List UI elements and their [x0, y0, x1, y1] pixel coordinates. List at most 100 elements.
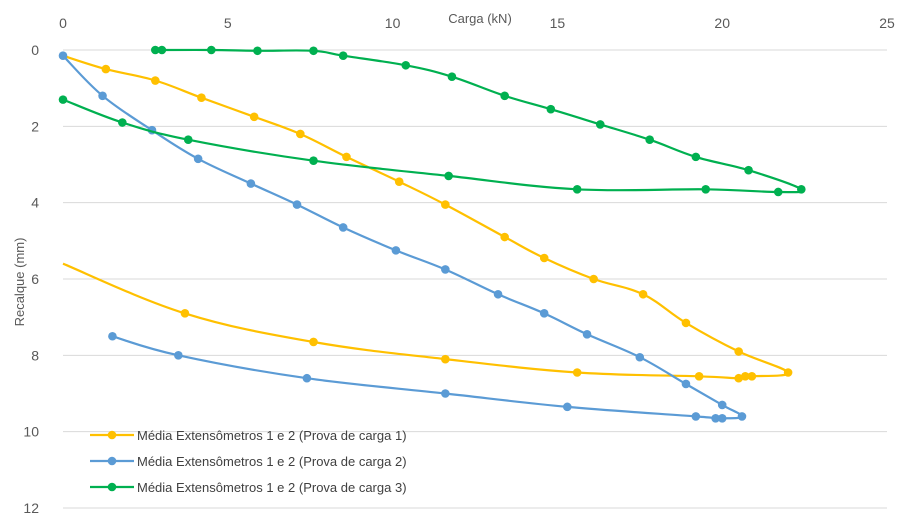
x-tick-label: 20: [714, 15, 730, 31]
data-point: [681, 379, 691, 389]
data-point: [701, 185, 711, 194]
data-point: [691, 412, 701, 421]
data-point: [150, 45, 160, 55]
legend-item: Média Extensômetros 1 e 2 (Prova de carg…: [90, 428, 407, 443]
data-point: [302, 373, 312, 383]
y-tick-label: 6: [31, 271, 39, 287]
y-axis-title: Recalque (mm): [12, 238, 27, 327]
data-point: [582, 330, 592, 339]
series-group: [58, 45, 806, 423]
data-point: [338, 223, 348, 232]
data-point: [197, 93, 206, 103]
legend-label: Média Extensômetros 1 e 2 (Prova de carg…: [137, 428, 407, 443]
y-tick-label: 8: [31, 347, 39, 363]
data-point: [717, 400, 727, 410]
data-point: [572, 368, 582, 377]
data-point: [394, 177, 404, 186]
data-point: [694, 372, 704, 381]
legend: Média Extensômetros 1 e 2 (Prova de carg…: [90, 428, 407, 495]
data-point: [773, 187, 783, 197]
data-point: [441, 389, 450, 398]
data-point: [174, 351, 183, 360]
data-point: [493, 289, 503, 299]
data-point: [681, 318, 691, 328]
data-point: [539, 253, 549, 263]
legend-marker: [107, 430, 117, 440]
x-tick-label: 0: [59, 15, 67, 31]
data-point: [249, 112, 259, 122]
data-point: [441, 354, 450, 364]
series-2: [58, 51, 747, 423]
data-point: [737, 412, 747, 421]
data-point: [691, 152, 701, 162]
y-tick-label: 12: [23, 500, 39, 513]
data-point: [500, 232, 509, 242]
data-point: [253, 46, 262, 56]
x-tick-label: 5: [224, 15, 232, 31]
legend-item: Média Extensômetros 1 e 2 (Prova de carg…: [90, 454, 407, 469]
gridlines: [63, 49, 887, 509]
data-point: [338, 51, 348, 61]
x-axis-title: Carga (kN): [448, 11, 512, 26]
data-point: [645, 135, 654, 144]
legend-marker: [107, 482, 117, 492]
data-point: [589, 274, 598, 284]
data-point: [441, 200, 450, 209]
data-point: [157, 45, 167, 55]
legend-label: Média Extensômetros 1 e 2 (Prova de carg…: [137, 454, 407, 469]
x-tick-label: 15: [550, 15, 566, 31]
data-point: [207, 45, 216, 55]
legend-label: Média Extensômetros 1 e 2 (Prova de carg…: [137, 480, 407, 495]
data-point: [635, 352, 645, 362]
data-point: [101, 64, 111, 74]
data-point: [246, 179, 256, 188]
data-point: [391, 246, 401, 255]
data-point: [783, 368, 793, 377]
y-tick-label: 10: [23, 424, 39, 440]
data-point: [441, 265, 450, 274]
data-point: [747, 372, 757, 381]
series-3: [58, 45, 806, 197]
data-point: [292, 200, 302, 209]
data-point: [342, 152, 351, 162]
data-point: [711, 414, 720, 423]
x-tick-label: 10: [385, 15, 401, 31]
data-point: [309, 46, 318, 56]
x-tick-label: 25: [879, 15, 895, 31]
series-line: [62, 54, 744, 420]
data-point: [309, 156, 318, 165]
data-point: [118, 118, 127, 127]
data-point: [744, 165, 753, 175]
series-line: [62, 54, 790, 380]
data-point: [447, 72, 457, 82]
data-point: [444, 171, 453, 181]
data-point: [296, 129, 305, 139]
data-point: [638, 289, 648, 299]
data-point: [734, 347, 743, 356]
data-point: [595, 120, 605, 129]
y-tick-label: 2: [31, 118, 39, 134]
data-point: [562, 402, 572, 412]
y-tick-label: 4: [31, 195, 39, 211]
tick-labels: 0 2 4 6 8 10 12 0 5 10 15 20 25: [23, 15, 895, 513]
data-point: [58, 95, 68, 104]
data-point: [546, 104, 556, 114]
data-point: [183, 135, 193, 144]
data-point: [180, 309, 190, 318]
data-point: [401, 60, 411, 70]
data-point: [740, 372, 750, 381]
data-point: [717, 414, 727, 423]
data-point: [572, 185, 582, 194]
y-tick-label: 0: [31, 42, 39, 58]
data-point: [539, 309, 549, 318]
data-point: [98, 91, 107, 101]
data-point: [58, 51, 68, 61]
legend-marker: [107, 456, 117, 466]
data-point: [193, 154, 203, 164]
series-1: [62, 54, 793, 383]
data-point: [797, 185, 806, 194]
data-point: [150, 76, 160, 85]
legend-item: Média Extensômetros 1 e 2 (Prova de carg…: [90, 480, 407, 495]
data-point: [734, 373, 743, 383]
